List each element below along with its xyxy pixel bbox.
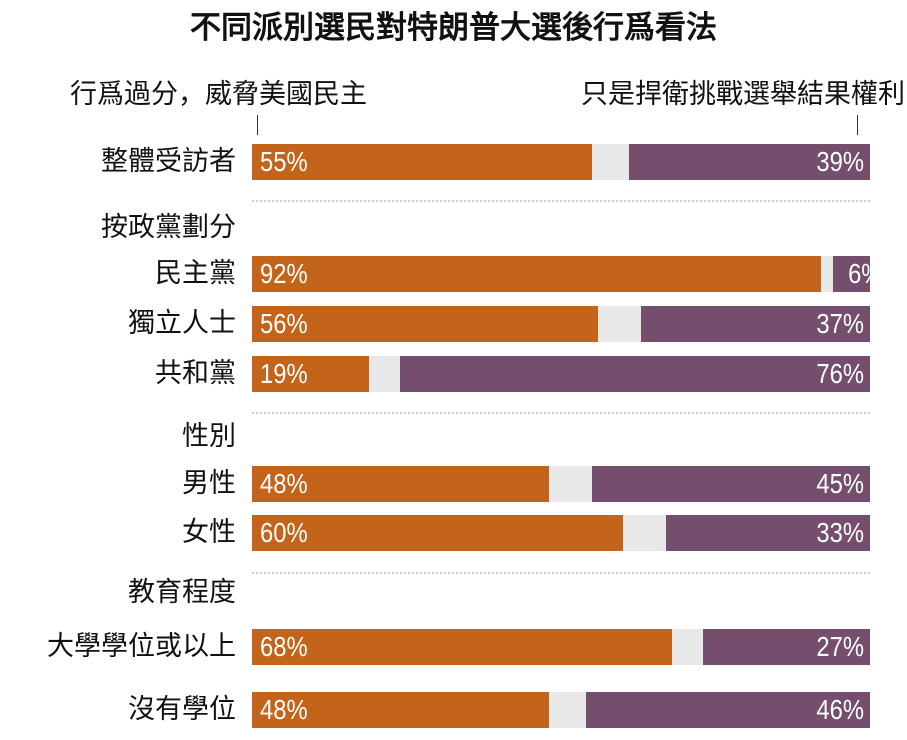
bar-left: 48% (252, 692, 549, 728)
value-label-right: 27% (816, 631, 864, 662)
legend-left: 行爲過分，威脅美國民主 (70, 79, 367, 110)
bar-left: 56% (252, 306, 599, 342)
row-label: 整體受訪者 (101, 146, 236, 177)
separator (252, 572, 870, 574)
row-label: 女性 (182, 517, 236, 548)
tick-right (857, 115, 858, 135)
row-label: 民主黨 (155, 258, 236, 289)
separator (252, 412, 870, 414)
value-label-left: 19% (260, 358, 308, 389)
bar-left: 92% (252, 256, 821, 292)
bar-right: 37% (641, 306, 870, 342)
value-label-right: 6% (847, 258, 882, 289)
value-label-right: 76% (816, 358, 864, 389)
bar-right: 46% (585, 692, 870, 728)
value-label-left: 56% (260, 308, 308, 339)
bar-right: 6% (832, 256, 882, 292)
row-label: 沒有學位 (128, 694, 236, 725)
value-label-right: 39% (816, 146, 864, 177)
value-label-right: 46% (816, 694, 864, 725)
bar-right: 76% (400, 356, 870, 392)
value-label-left: 48% (260, 694, 308, 725)
bar-left: 60% (252, 515, 623, 551)
bar-left: 48% (252, 466, 549, 502)
group-heading: 教育程度 (128, 577, 236, 608)
bar-right: 33% (666, 515, 870, 551)
value-label-left: 92% (260, 258, 308, 289)
value-label-left: 60% (260, 517, 308, 548)
group-heading: 性別 (182, 421, 236, 452)
row-label: 男性 (182, 468, 236, 499)
bar-right: 39% (628, 144, 870, 180)
chart-title: 不同派別選民對特朗普大選後行爲看法 (190, 10, 717, 46)
group-heading: 按政黨劃分 (101, 212, 236, 243)
value-label-right: 45% (816, 468, 864, 499)
legend-right: 只是捍衛挑戰選舉結果權利 (581, 79, 905, 110)
row-label: 獨立人士 (128, 308, 236, 339)
row-label: 大學學位或以上 (47, 631, 236, 662)
row-label: 共和黨 (155, 358, 236, 389)
tick-left (257, 115, 258, 135)
bar-right: 45% (591, 466, 870, 502)
bar-left: 68% (252, 629, 673, 665)
value-label-left: 68% (260, 631, 308, 662)
value-label-right: 33% (816, 517, 864, 548)
value-label-left: 48% (260, 468, 308, 499)
value-label-left: 55% (260, 146, 308, 177)
bar-right: 27% (703, 629, 870, 665)
bar-left: 19% (252, 356, 370, 392)
bar-left: 55% (252, 144, 592, 180)
value-label-right: 37% (816, 308, 864, 339)
separator (252, 200, 870, 202)
